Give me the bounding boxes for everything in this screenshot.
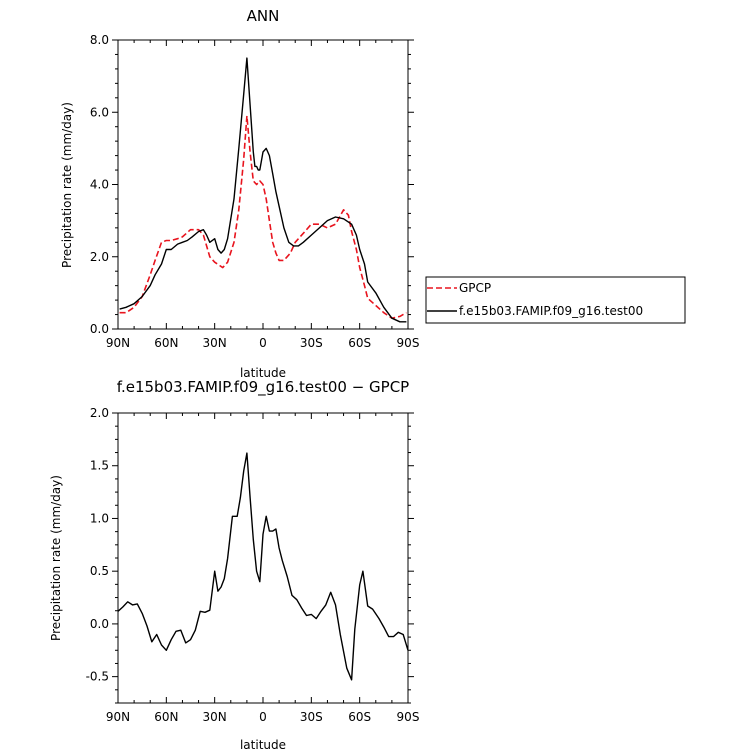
x-tick-label: 0 <box>259 336 267 350</box>
x-tick-label: 90N <box>106 710 130 724</box>
top-chart-title: ANN <box>247 7 280 25</box>
bottom-chart-frame <box>117 412 409 704</box>
x-tick-label: 30N <box>203 336 227 350</box>
top-chart-y-axis-label: Precipitation rate (mm/day) <box>60 102 74 268</box>
x-tick-label: 0 <box>259 710 267 724</box>
legend-model-label: f.e15b03.FAMIP.f09_g16.test00 <box>459 304 643 318</box>
legend-gpcp-label: GPCP <box>459 281 491 295</box>
y-tick-label: 2.0 <box>90 250 109 264</box>
y-tick-label: -0.5 <box>86 670 109 684</box>
y-tick-label: 4.0 <box>90 178 109 192</box>
legend-box <box>425 276 686 324</box>
bottom-chart-x-axis-label: latitude <box>240 738 286 752</box>
bottom-chart-series <box>117 452 409 681</box>
top-chart-ticks: 90N 60N 30N 0 30S 60S 90S 0.0 2.0 4.0 6.0 8.0 <box>90 33 420 350</box>
y-tick-label: 6.0 <box>90 105 109 119</box>
x-tick-label: 90S <box>397 336 420 350</box>
top-chart-x-axis-label: latitude <box>240 366 286 380</box>
top-chart: ANN 90N 60N 30N 0 30S 60S 90S 0.0 2.0 4.0 6.0 8.0 l… <box>60 7 419 380</box>
x-tick-label: 60N <box>154 336 178 350</box>
difference-series-line <box>117 452 409 681</box>
bottom-chart-title: f.e15b03.FAMIP.f09_g16.test00 − GPCP <box>117 378 409 397</box>
x-tick-label: 60N <box>154 710 178 724</box>
x-tick-label: 30S <box>300 336 323 350</box>
model-series-line <box>119 57 407 323</box>
bottom-chart: f.e15b03.FAMIP.f09_g16.test00 − GPCP 90N… <box>49 378 419 752</box>
bottom-chart-ticks: 90N 60N 30N 0 30S 60S 90S -0.5 0.0 0.5 1.0 1.5 2.0 <box>86 406 420 724</box>
y-tick-label: 0.5 <box>90 564 109 578</box>
top-chart-frame <box>117 39 409 330</box>
y-tick-label: 0.0 <box>90 322 109 336</box>
x-tick-label: 90N <box>106 336 130 350</box>
y-tick-label: 2.0 <box>90 406 109 420</box>
y-tick-label: 1.0 <box>90 511 109 525</box>
x-tick-label: 30N <box>203 710 227 724</box>
x-tick-label: 90S <box>397 710 420 724</box>
chart-legend: GPCP f.e15b03.FAMIP.f09_g16.test00 <box>425 276 686 324</box>
y-tick-label: 8.0 <box>90 33 109 47</box>
y-tick-label: 1.5 <box>90 459 109 473</box>
top-chart-series <box>119 57 407 323</box>
gpcp-series-line <box>119 115 407 320</box>
x-tick-label: 60S <box>348 336 371 350</box>
x-tick-label: 60S <box>348 710 371 724</box>
bottom-chart-y-axis-label: Precipitation rate (mm/day) <box>49 475 63 641</box>
x-tick-label: 30S <box>300 710 323 724</box>
y-tick-label: 0.0 <box>90 617 109 631</box>
